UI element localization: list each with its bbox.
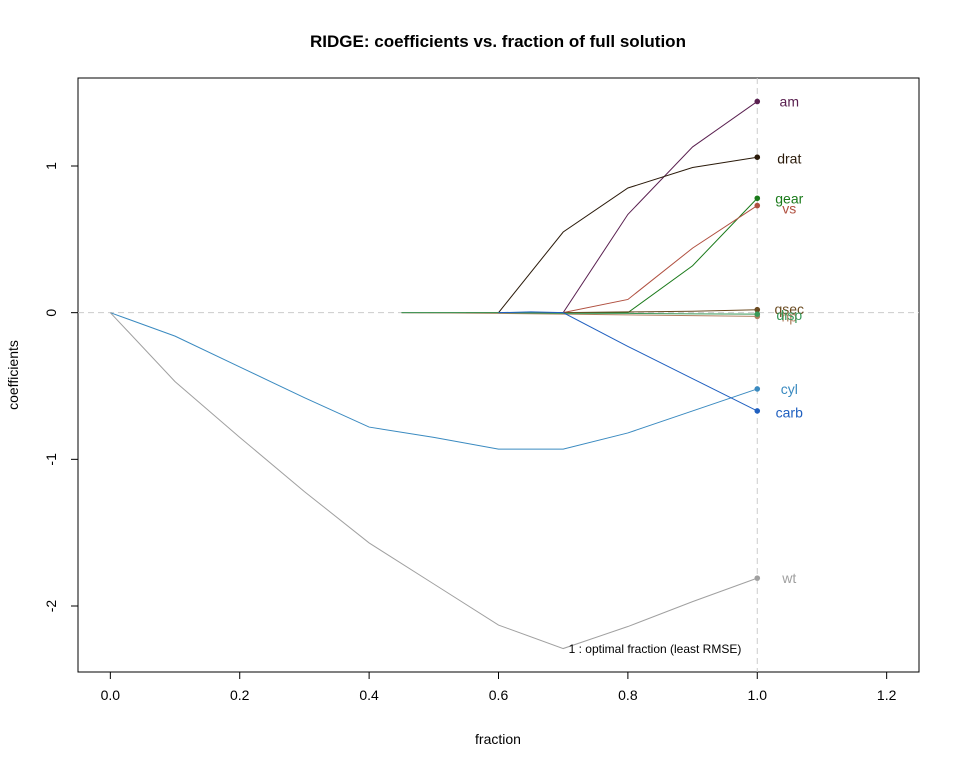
y-axis: -2 -1 0 1 [43, 162, 79, 613]
optimal-fraction-annotation: 1 : optimal fraction (least RMSE) [569, 642, 742, 656]
series-label-hp: hp [781, 308, 797, 324]
y-tick-label: -1 [43, 453, 59, 466]
series-endpoint-carb [754, 408, 761, 414]
y-tick-label: -2 [43, 600, 59, 613]
series-line-am [498, 101, 758, 314]
series-line-drat [498, 156, 758, 313]
series-label-vs: vs [782, 201, 796, 217]
series-endpoint-gear [754, 195, 761, 202]
chart-title: RIDGE: coefficients vs. fraction of full… [310, 32, 686, 51]
series-line-gear [466, 197, 758, 314]
x-tick-label: 0.2 [230, 687, 250, 703]
series-endpoint-vs [754, 202, 761, 209]
series-line-vs [466, 205, 758, 314]
series-endpoint-cyl [754, 386, 761, 392]
series-label-qsec: qsec [774, 301, 804, 317]
x-tick-label: 0.8 [618, 687, 638, 703]
x-axis: 0.0 0.2 0.4 0.6 0.8 1.0 1.2 [101, 671, 897, 703]
series-line-disp [401, 312, 758, 315]
series-line-carb [498, 311, 758, 412]
x-tick-label: 0.0 [101, 687, 121, 703]
series-label-cyl: cyl [781, 381, 798, 397]
x-tick-label: 1.2 [877, 687, 897, 703]
x-axis-label: fraction [475, 731, 521, 747]
series-label-am: am [780, 93, 799, 109]
series-label-carb: carb [776, 404, 803, 420]
series-line-wt [109, 312, 758, 650]
series-label-disp: disp [776, 307, 802, 323]
series-endpoint-qsec [754, 306, 761, 313]
series-endpoint-disp [754, 311, 761, 317]
y-tick-label: 0 [43, 309, 59, 317]
series-line-hp [401, 312, 758, 317]
series-label-drat: drat [777, 151, 801, 167]
x-tick-label: 1.0 [748, 687, 768, 703]
x-tick-label: 0.4 [359, 687, 379, 703]
series-line-cyl [110, 312, 758, 450]
series-endpoint-drat [754, 154, 761, 160]
series-endpoint-wt [754, 575, 761, 581]
y-axis-label: coefficients [5, 340, 21, 410]
series-label-wt: wt [781, 570, 796, 586]
series-layer [109, 98, 761, 650]
x-tick-label: 0.6 [489, 687, 509, 703]
series-label-gear: gear [775, 190, 803, 206]
series-endpoint-am [754, 98, 761, 105]
y-tick-label: 1 [43, 162, 59, 170]
